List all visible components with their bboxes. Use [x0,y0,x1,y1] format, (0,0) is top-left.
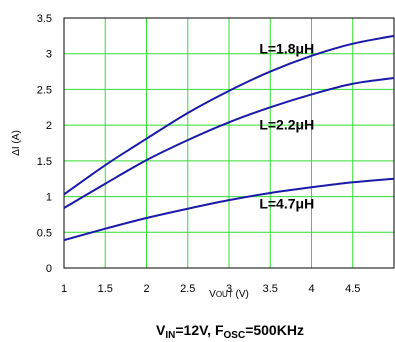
caption-f-sub: OSC [224,330,246,341]
x-tick-label: 3.5 [263,283,278,295]
x-axis-title: VOUT (V) [209,289,249,300]
x-axis-title-unit: (V) [233,289,249,300]
caption-v: V [156,322,166,338]
series-label: L=1.8μH [259,41,314,57]
x-tick-label: 2 [143,283,149,295]
series-line [63,77,395,209]
x-axis-title-sub: OUT [216,290,233,299]
chart-caption: VIN=12V, FOSC=500KHz [156,322,304,341]
grid [63,17,395,269]
y-axis-ticks: 0 0.5 1 1.5 2 2.5 3 3.5 [37,13,52,275]
x-tick-label: 4.5 [345,283,360,295]
x-tick-label: 2.5 [180,283,195,295]
series-labels: L=1.8μH L=2.2μH L=4.7μH [259,41,314,212]
y-tick-label: 1.5 [37,156,52,168]
x-tick-label: 3 [226,283,232,295]
y-tick-label: 0.5 [37,227,52,239]
caption-v-val: =12V, F [175,322,224,338]
caption-v-sub: IN [165,330,175,341]
y-tick-label: 0 [46,263,52,275]
caption-f-val: =500KHz [245,322,304,338]
y-tick-label: 1 [46,192,52,204]
y-tick-label: 2.5 [37,84,52,96]
series-line [63,34,395,196]
plot-frame [63,17,395,269]
series-line [63,177,395,242]
y-tick-label: 3.5 [37,13,52,25]
x-tick-label: 1.5 [98,283,113,295]
x-axis-ticks: 1 1.5 2 2.5 3 3.5 4 4.5 [61,283,360,295]
y-tick-label: 2 [46,120,52,132]
x-tick-label: 1 [61,283,67,295]
series [63,34,395,242]
series-label: L=2.2μH [259,116,314,132]
x-tick-label: 4 [308,283,314,295]
y-axis-title: ΔI (A) [11,130,22,156]
series-label: L=4.7μH [259,196,314,212]
x-axis-title-main: V [209,289,216,300]
y-tick-label: 3 [46,49,52,61]
